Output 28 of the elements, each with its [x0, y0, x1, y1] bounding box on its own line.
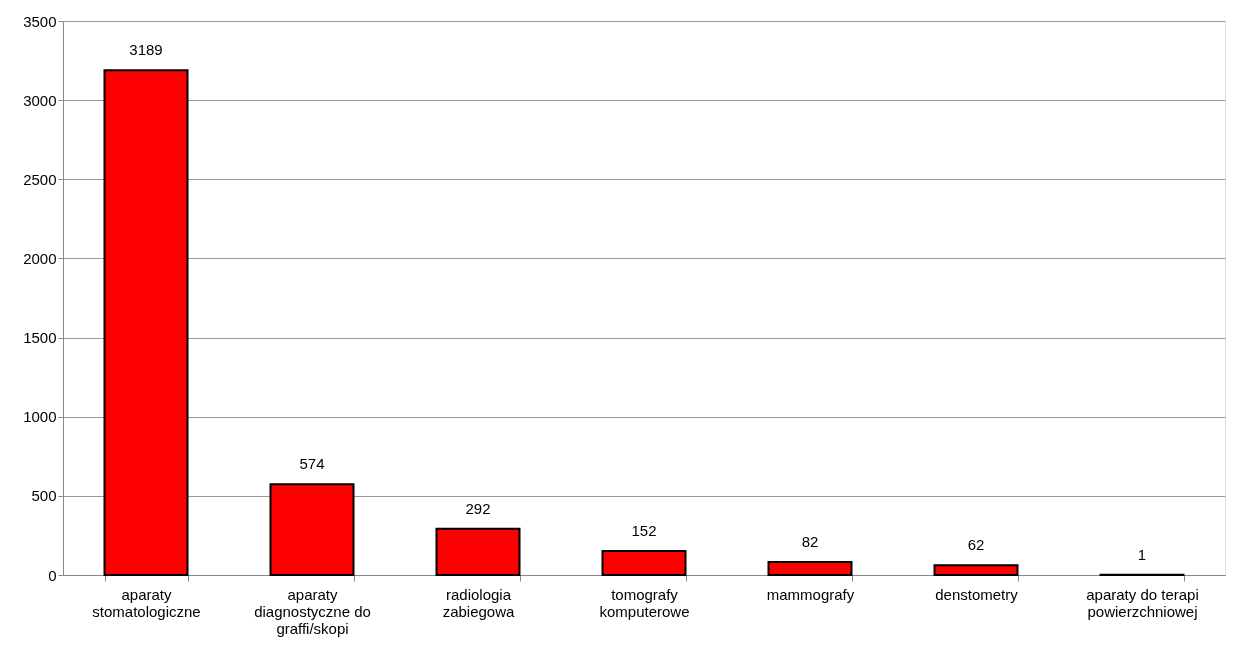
x-tick-label: aparaty stomatologiczne	[92, 585, 201, 620]
bar	[435, 527, 521, 576]
data-label: 82	[801, 533, 819, 551]
data-label: 574	[299, 455, 325, 473]
x-tick-label: mammografy	[766, 585, 855, 603]
x-tick-label: denstometry	[935, 585, 1019, 603]
bar	[269, 483, 355, 576]
y-tick-label: 2000	[23, 249, 57, 267]
data-label: 152	[631, 521, 657, 539]
bar	[767, 561, 853, 576]
y-tick-label: 3500	[23, 12, 57, 30]
bar	[601, 549, 687, 576]
y-tick-label: 2500	[23, 170, 57, 188]
y-tick-label: 1500	[23, 329, 57, 347]
x-tick-label: aparaty diagnostyczne do graffi/skopi	[254, 585, 371, 637]
data-label: 1	[1137, 545, 1147, 563]
data-label: 3189	[129, 41, 163, 59]
y-tick-label: 1000	[23, 408, 57, 426]
bar	[103, 69, 189, 576]
data-label: 292	[465, 499, 491, 517]
data-label: 62	[967, 536, 985, 554]
x-tick-label: aparaty do terapi powierzchniowej	[1086, 585, 1199, 620]
x-tick-label: tomografy komputerowe	[599, 585, 690, 620]
y-tick-label: 500	[31, 487, 57, 505]
bar	[933, 564, 1019, 576]
y-tick-label: 3000	[23, 91, 57, 109]
x-tick-label: radiologia zabiegowa	[442, 585, 516, 620]
y-tick-label: 0	[48, 566, 57, 584]
